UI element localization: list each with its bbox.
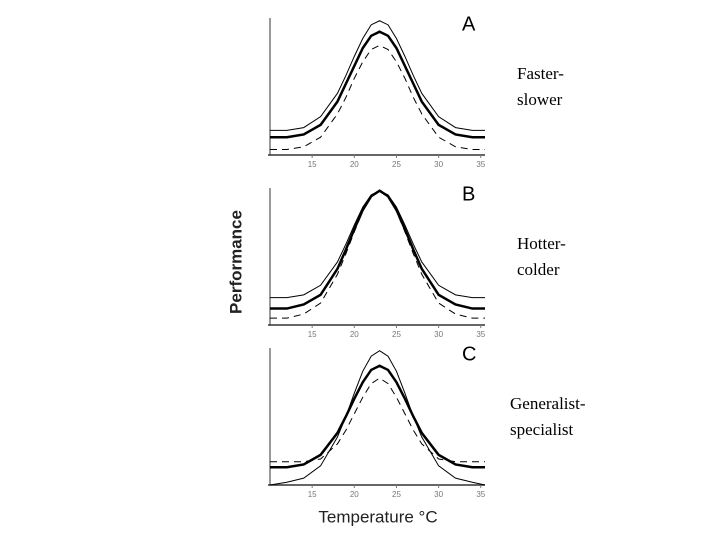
panel-title: B bbox=[462, 183, 475, 205]
curve bbox=[270, 30, 485, 139]
x-tick-label: 35 bbox=[476, 160, 485, 169]
x-tick-label: 30 bbox=[434, 330, 443, 339]
curve bbox=[269, 350, 486, 486]
curve bbox=[270, 190, 485, 299]
x-tick-label: 30 bbox=[434, 160, 443, 169]
curve bbox=[270, 189, 485, 310]
x-tick-label: 15 bbox=[308, 330, 317, 339]
x-tick-label: 30 bbox=[434, 490, 443, 499]
annotation: specialist bbox=[510, 420, 574, 439]
x-tick-label: 20 bbox=[350, 490, 359, 499]
curve bbox=[270, 377, 485, 463]
x-tick-label: 15 bbox=[308, 160, 317, 169]
panel-title: C bbox=[462, 343, 476, 365]
y-axis-label: Performance bbox=[226, 210, 245, 314]
x-axis-label: Temperature °C bbox=[318, 507, 437, 526]
annotation: Generalist- bbox=[510, 394, 586, 413]
x-tick-label: 15 bbox=[308, 490, 317, 499]
annotation: colder bbox=[517, 260, 560, 279]
x-tick-label: 35 bbox=[476, 490, 485, 499]
x-tick-label: 35 bbox=[476, 330, 485, 339]
panel-title: A bbox=[462, 13, 476, 35]
x-tick-label: 20 bbox=[350, 160, 359, 169]
annotation: slower bbox=[517, 90, 563, 109]
x-tick-label: 25 bbox=[392, 490, 401, 499]
annotation: Faster- bbox=[517, 64, 564, 83]
curve bbox=[270, 364, 485, 469]
annotation: Hotter- bbox=[517, 234, 566, 253]
x-tick-label: 25 bbox=[392, 330, 401, 339]
curve bbox=[270, 20, 485, 131]
x-tick-label: 20 bbox=[350, 330, 359, 339]
x-tick-label: 25 bbox=[392, 160, 401, 169]
curve bbox=[270, 44, 485, 151]
curve bbox=[270, 190, 485, 319]
